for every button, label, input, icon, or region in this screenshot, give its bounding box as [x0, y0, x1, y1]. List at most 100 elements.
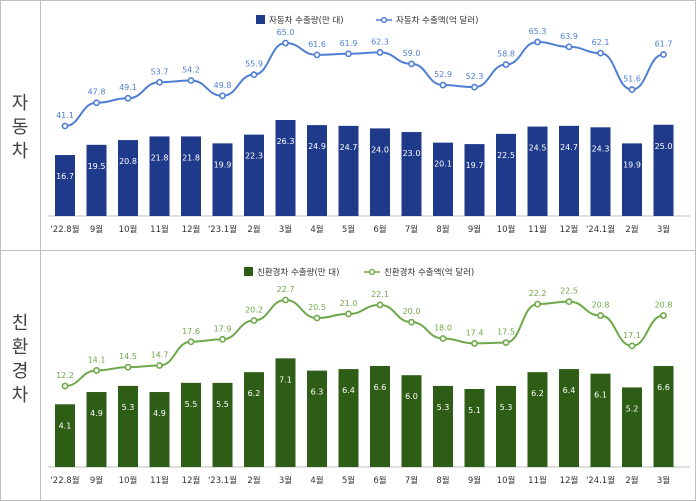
- line-point: [250, 317, 258, 324]
- bar: [401, 375, 422, 467]
- bar: [590, 127, 611, 216]
- line-value-label: 17.1: [623, 331, 641, 340]
- legend-bar-swatch: [256, 15, 265, 24]
- legend-bar-swatch: [244, 267, 253, 276]
- line-value-label: 55.9: [245, 60, 263, 69]
- category-label: 10월: [119, 224, 138, 235]
- category-label: 6월: [373, 475, 386, 486]
- category-label: 10월: [497, 475, 516, 486]
- bar-value-label: 24.9: [308, 142, 326, 151]
- category-label: 11월: [528, 475, 547, 486]
- bar-value-label: 21.8: [182, 153, 200, 162]
- bar-value-label: 22.3: [245, 152, 263, 161]
- line-point: [534, 38, 541, 46]
- line-point: [219, 335, 226, 343]
- bar-value-label: 21.8: [151, 153, 169, 162]
- line-point: [156, 78, 163, 86]
- line-series: [64, 298, 664, 387]
- line-value-label: 20.0: [403, 307, 421, 316]
- line-point: [565, 43, 573, 51]
- category-label: 3월: [279, 224, 292, 235]
- line-value-label: 65.0: [277, 28, 295, 37]
- category-label: 10월: [119, 475, 138, 486]
- bar: [55, 404, 75, 467]
- line-point: [439, 81, 447, 89]
- line-point: [376, 301, 384, 309]
- bar-value-label: 5.5: [216, 400, 229, 409]
- category-label: 10월: [497, 224, 516, 235]
- line-value-label: 22.5: [560, 287, 578, 296]
- category-label: 7월: [405, 475, 418, 486]
- line-point: [156, 362, 163, 369]
- category-label: 3월: [279, 475, 292, 486]
- line-value-label: 14.5: [119, 352, 137, 361]
- bar-value-label: 7.1: [279, 375, 292, 384]
- bar-value-label: 19.7: [466, 161, 484, 170]
- bar: [653, 124, 674, 216]
- category-label: 2월: [625, 224, 638, 235]
- line-point: [282, 39, 289, 47]
- category-label: 12월: [182, 224, 201, 235]
- bar-value-label: 19.5: [88, 162, 106, 171]
- bar: [118, 385, 138, 467]
- bar-value-label: 4.1: [59, 421, 72, 430]
- bar: [338, 369, 359, 467]
- line-point: [61, 122, 69, 130]
- line-point: [660, 312, 667, 319]
- bar-value-label: 6.6: [657, 383, 670, 392]
- bar-value-label: 24.7: [340, 143, 358, 152]
- bar-value-label: 5.2: [626, 404, 639, 413]
- line-point: [628, 342, 636, 350]
- chart-panel-2: 4.1 4.9 5.3 4.9 5.5 5.5 6.2 7.1 6.3 6.4 6.6 6.0 5.3 5…: [48, 267, 690, 486]
- line-point: [565, 298, 573, 306]
- chart-panel-1: 16.7 19.5 20.8 21.8 21.8 19.9 22.3 26.3 24.9 24.7…: [48, 15, 690, 235]
- line-value-label: 61.6: [308, 40, 326, 49]
- line-point: [313, 51, 321, 59]
- line-point: [408, 318, 415, 326]
- line-value-label: 17.4: [466, 328, 484, 337]
- category-label: 9월: [468, 475, 481, 486]
- line-value-label: 65.3: [529, 27, 547, 36]
- line-value-label: 51.6: [623, 75, 641, 84]
- line-point: [187, 77, 195, 84]
- line-value-label: 41.1: [56, 111, 74, 120]
- line-point: [61, 382, 69, 390]
- line-value-label: 58.8: [497, 50, 515, 59]
- bar-value-label: 5.3: [500, 403, 513, 412]
- line-point: [187, 338, 195, 346]
- bar: [622, 387, 642, 467]
- category-label: 4월: [310, 475, 323, 486]
- line-value-label: 49.8: [214, 81, 232, 90]
- bar-value-label: 26.3: [277, 137, 295, 146]
- bar-value-label: 19.9: [623, 160, 641, 169]
- bar: [86, 144, 107, 216]
- horizontal-divider: [0, 250, 696, 251]
- line-point: [250, 71, 258, 79]
- line-value-label: 14.1: [88, 355, 106, 364]
- bar-value-label: 25.0: [655, 142, 673, 151]
- category-label: 5월: [342, 475, 355, 486]
- category-label: 11월: [150, 475, 169, 486]
- bar-value-label: 6.3: [311, 388, 324, 397]
- bar: [401, 132, 422, 216]
- bar: [275, 120, 296, 216]
- line-point: [628, 86, 636, 93]
- bar-value-label: 4.9: [153, 409, 166, 418]
- bar: [433, 142, 453, 216]
- bar: [55, 155, 75, 216]
- bar: [559, 125, 579, 216]
- line-point: [219, 92, 226, 100]
- bar: [86, 392, 107, 467]
- bar: [370, 128, 390, 216]
- bar-value-label: 22.5: [497, 151, 515, 160]
- line-value-label: 17.9: [214, 324, 232, 333]
- category-label: 2월: [625, 475, 638, 486]
- bar: [307, 125, 327, 216]
- bar-value-label: 24.0: [371, 145, 389, 154]
- bar-value-label: 23.0: [403, 149, 421, 158]
- legend-line-marker: [380, 16, 388, 24]
- line-point: [439, 335, 447, 342]
- category-label: 4월: [310, 224, 323, 235]
